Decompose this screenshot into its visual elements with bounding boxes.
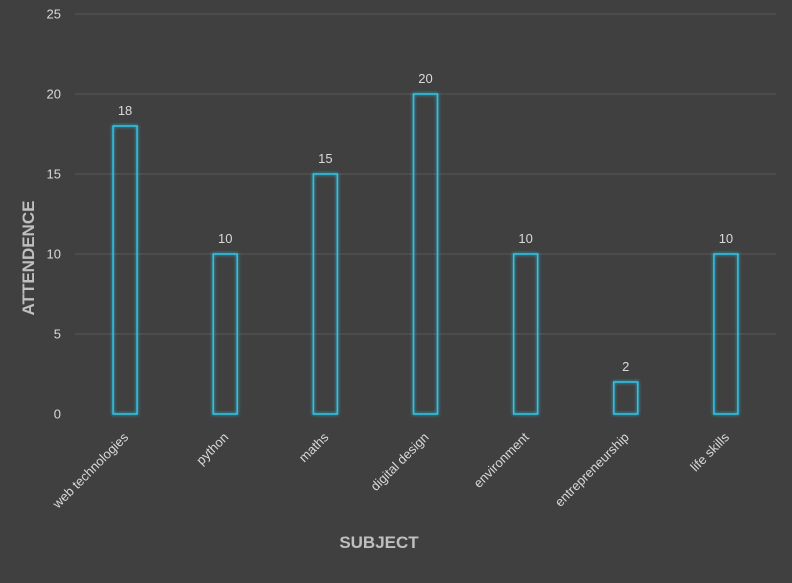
- data-label: 20: [418, 71, 432, 86]
- y-tick-label: 5: [54, 327, 61, 342]
- y-tick-label: 10: [47, 247, 61, 262]
- y-tick-label: 0: [54, 407, 61, 422]
- y-axis-ticks: 0 5 10 15 20 25: [47, 7, 61, 422]
- x-axis-title: SUBJECT: [339, 533, 419, 552]
- x-tick-label: web technologies: [49, 429, 132, 512]
- data-label: 10: [518, 231, 532, 246]
- bar-digital-design: [412, 93, 439, 415]
- x-tick-label: life skills: [687, 429, 732, 474]
- bar-python: [212, 253, 238, 415]
- x-tick-label: digital design: [367, 430, 431, 494]
- bars: [112, 93, 739, 415]
- bar-web-technologies: [112, 125, 138, 415]
- data-label: 15: [318, 151, 332, 166]
- data-label: 10: [218, 231, 232, 246]
- bar-entrepreneurship: [613, 381, 639, 415]
- data-label: 2: [622, 359, 629, 374]
- gridlines: [75, 13, 776, 335]
- data-label: 18: [118, 103, 132, 118]
- x-tick-label: entrepreneurship: [552, 430, 632, 510]
- x-tick-label: python: [193, 430, 231, 468]
- y-tick-label: 15: [47, 167, 61, 182]
- bar-life-skills: [713, 253, 739, 415]
- bar-environment: [512, 253, 539, 415]
- bar-maths: [312, 173, 339, 415]
- x-axis-ticks: web technologies python maths digital desig…: [49, 429, 733, 512]
- x-tick-label: maths: [296, 429, 332, 465]
- y-tick-label: 25: [47, 7, 61, 22]
- y-tick-label: 20: [47, 87, 61, 102]
- y-axis-title: ATTENDENCE: [19, 201, 38, 316]
- x-tick-label: environment: [471, 429, 532, 490]
- data-label: 10: [719, 231, 733, 246]
- data-labels: 18 10 15 20 10 2 10: [118, 71, 733, 374]
